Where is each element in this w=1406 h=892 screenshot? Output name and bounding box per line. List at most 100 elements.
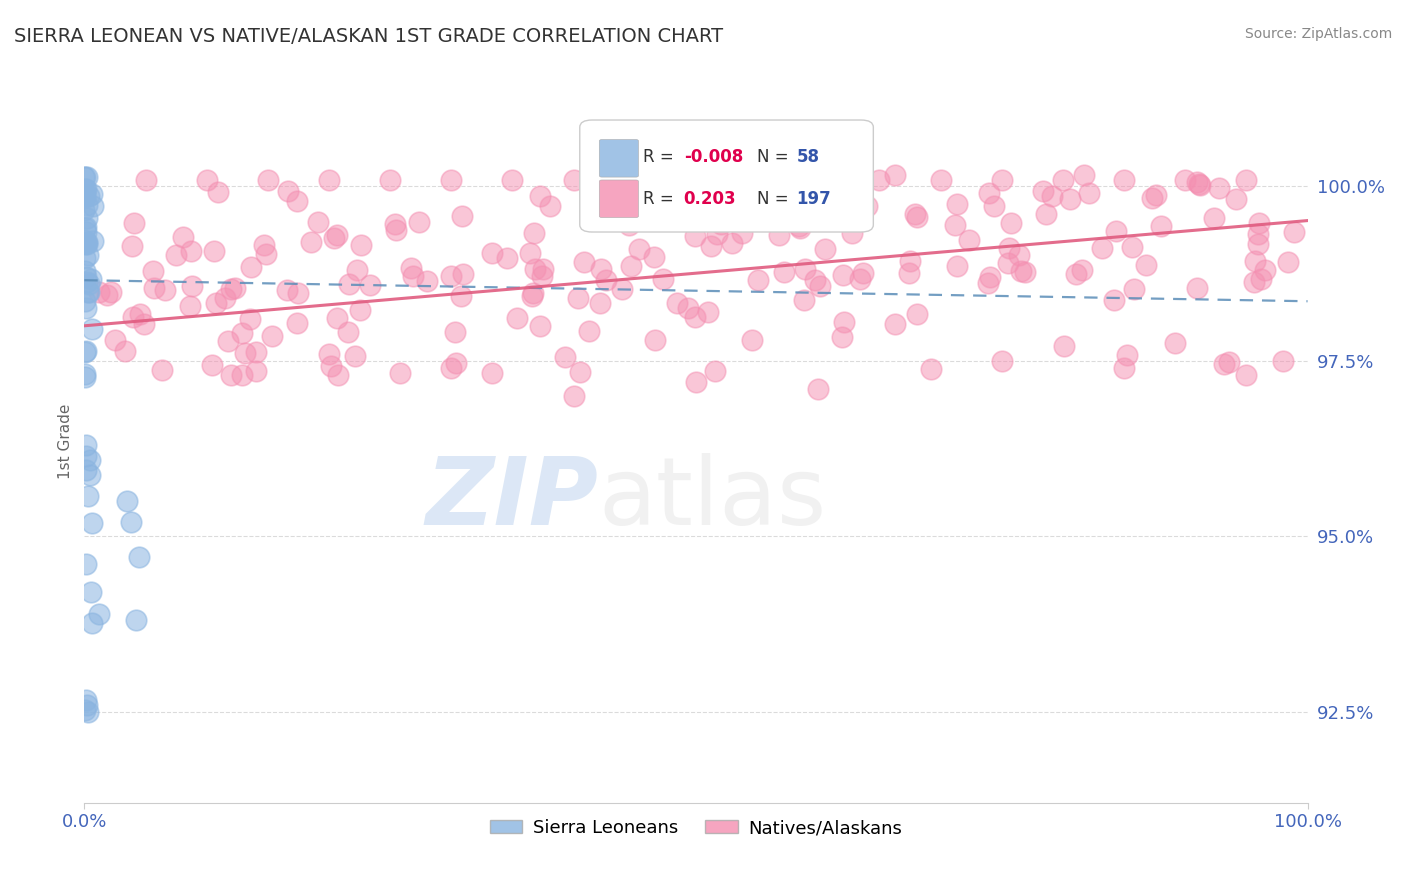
Point [572, 254, 595, 268]
Point [721, 236, 744, 251]
Point [832, 315, 855, 329]
Point [75, 367, 97, 381]
Point [277, 184, 299, 198]
Point [683, 229, 706, 244]
Point [76, 698, 98, 712]
Point [709, 217, 731, 231]
Point [612, 282, 634, 296]
Point [79, 467, 101, 482]
Point [142, 281, 165, 295]
Point [75, 182, 97, 196]
FancyBboxPatch shape [599, 139, 638, 178]
Point [832, 268, 855, 282]
Text: ZIP: ZIP [425, 453, 598, 545]
Point [142, 264, 165, 278]
Point [979, 270, 1001, 285]
Point [76, 211, 98, 226]
Point [82, 199, 104, 213]
Point [276, 284, 298, 298]
Point [219, 368, 242, 382]
Point [644, 333, 666, 347]
Point [254, 247, 277, 261]
Point [1032, 184, 1054, 198]
Point [165, 247, 187, 261]
Point [257, 173, 280, 187]
Point [77, 277, 100, 291]
Point [287, 285, 309, 300]
Point [1243, 275, 1265, 289]
Point [408, 215, 430, 229]
Point [82, 234, 104, 248]
Point [523, 226, 546, 240]
Point [1059, 192, 1081, 206]
Point [1070, 262, 1092, 277]
Point [132, 317, 155, 331]
Point [997, 256, 1019, 270]
Point [562, 173, 585, 187]
Point [700, 238, 723, 252]
Point [439, 268, 461, 283]
Point [998, 242, 1021, 256]
Point [807, 382, 830, 396]
Point [977, 186, 1000, 200]
Point [591, 262, 613, 277]
Point [627, 242, 650, 256]
Point [977, 277, 1000, 291]
Point [848, 271, 870, 285]
Point [399, 260, 422, 275]
Point [75, 264, 97, 278]
Point [337, 325, 360, 339]
Point [789, 220, 811, 235]
Point [676, 301, 699, 315]
Point [75, 235, 97, 250]
Point [685, 375, 707, 389]
Point [75, 269, 97, 284]
Point [529, 189, 551, 203]
Point [807, 173, 830, 187]
Point [1140, 191, 1163, 205]
Point [204, 296, 226, 310]
Point [529, 318, 551, 333]
Point [224, 280, 246, 294]
Point [808, 278, 831, 293]
Point [337, 277, 360, 291]
Point [195, 173, 218, 187]
Point [624, 173, 647, 187]
Point [76, 248, 98, 262]
Point [1164, 336, 1187, 351]
Point [741, 333, 763, 347]
Point [82, 516, 104, 531]
Text: 58: 58 [796, 148, 820, 166]
Point [1174, 173, 1197, 187]
Point [180, 244, 202, 258]
Point [122, 216, 145, 230]
Point [453, 267, 475, 281]
Point [666, 296, 689, 310]
Point [79, 271, 101, 285]
Point [1213, 357, 1236, 371]
Point [1218, 355, 1240, 369]
Point [1135, 258, 1157, 272]
Point [945, 259, 967, 273]
Point [1114, 173, 1136, 187]
Point [346, 262, 368, 277]
Point [128, 550, 150, 565]
Point [172, 230, 194, 244]
Point [1121, 239, 1143, 253]
Point [77, 705, 100, 719]
Text: R =: R = [644, 191, 679, 209]
Point [1073, 168, 1095, 182]
Point [238, 312, 260, 326]
Point [869, 173, 891, 187]
Point [522, 285, 544, 300]
Point [589, 295, 612, 310]
Point [260, 328, 283, 343]
Point [75, 450, 97, 464]
Point [122, 310, 145, 325]
Point [595, 273, 617, 287]
Point [179, 299, 201, 313]
Point [75, 220, 97, 235]
Point [904, 207, 927, 221]
Point [307, 215, 329, 229]
Point [76, 235, 98, 249]
